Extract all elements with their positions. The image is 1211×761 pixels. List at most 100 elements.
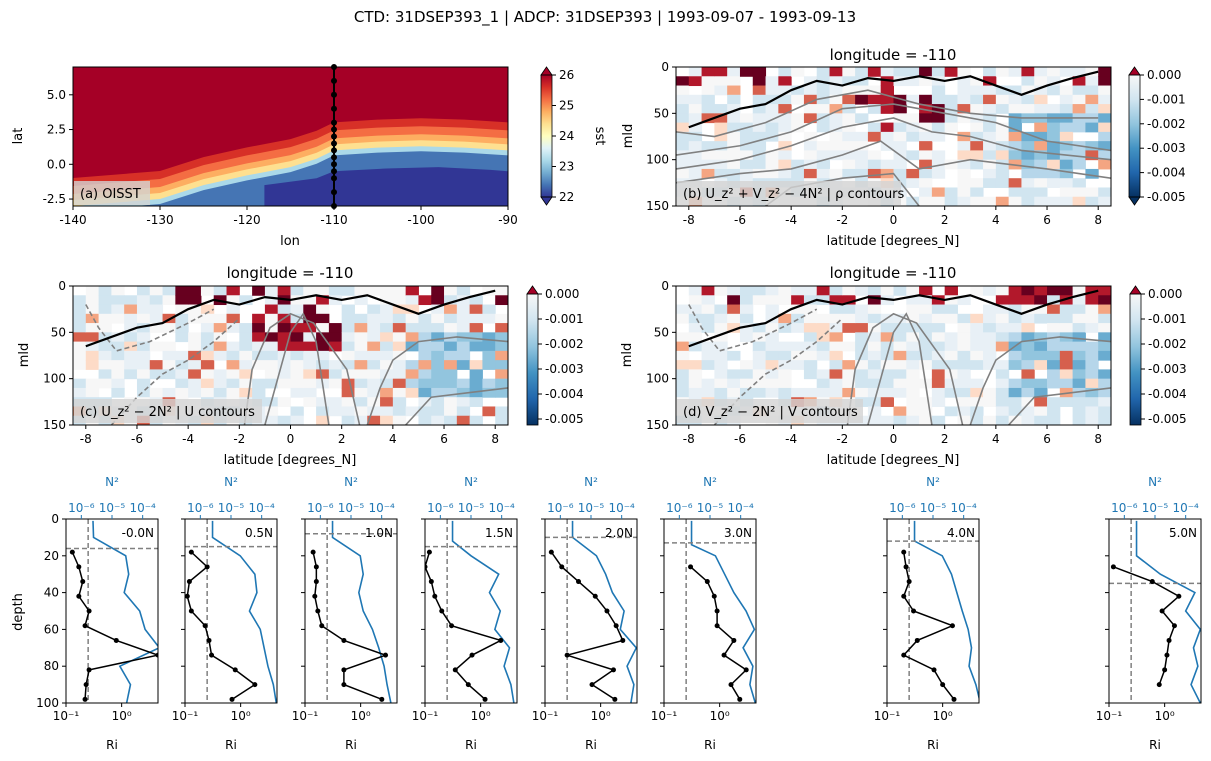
- heatmap-cell: [855, 369, 869, 380]
- y-tick-label: 100: [43, 372, 66, 386]
- heatmap-cell: [816, 387, 831, 398]
- heatmap-cell: [995, 341, 1010, 352]
- heatmap-cell: [1098, 415, 1111, 425]
- y-tick-label: 150: [43, 418, 66, 432]
- y-tick-label: 0.0: [47, 157, 66, 171]
- heatmap-cell: [944, 67, 958, 77]
- heatmap-cell: [893, 131, 907, 142]
- heatmap-cell: [906, 341, 920, 352]
- heatmap-cell: [1098, 141, 1111, 151]
- ri-tick-label: 10⁻¹: [532, 709, 559, 723]
- depth-tick-label: 60: [44, 622, 59, 636]
- heatmap-cell: [290, 378, 304, 389]
- contour-line: [676, 103, 1111, 156]
- profile-frame: [1108, 518, 1202, 704]
- ri-point: [914, 637, 920, 643]
- heatmap-cell: [469, 323, 483, 333]
- heatmap-cell: [931, 187, 946, 198]
- colorbar-tick-label: 23: [559, 160, 574, 174]
- heatmap-cell: [1034, 313, 1048, 324]
- ri-tick-label: 10⁰: [231, 709, 251, 723]
- n2-tick-label: 10⁻⁴: [727, 501, 754, 515]
- heatmap-cell: [739, 378, 754, 389]
- ri-point: [439, 608, 445, 614]
- heatmap-cell: [1047, 159, 1061, 170]
- heatmap-cell: [341, 313, 355, 324]
- heatmap-cell: [1059, 122, 1074, 133]
- heatmap-cell: [1034, 67, 1048, 77]
- heatmap-cell: [328, 286, 343, 296]
- heatmap-cell: [73, 295, 87, 306]
- profile-plot-area: [66, 519, 158, 703]
- panel-d-ylabel: mld: [620, 343, 635, 368]
- heatmap-cell: [983, 304, 997, 315]
- heatmap-cell: [688, 332, 703, 343]
- heatmap-cell: [1059, 369, 1074, 380]
- colorbar-tick-label: -0.005: [1148, 412, 1187, 426]
- ri-tick-label: 10⁰: [351, 709, 371, 723]
- y-tick-label: 5.0: [47, 88, 66, 102]
- heatmap-cell: [367, 406, 381, 417]
- n2-tick-label: 10⁻⁶: [1111, 501, 1138, 515]
- heatmap-cell: [1021, 131, 1035, 142]
- heatmap-cell: [392, 397, 407, 407]
- ri-point: [737, 696, 743, 702]
- ri-point: [449, 623, 455, 629]
- ri-axis-label: Ri: [927, 738, 939, 752]
- heatmap-cell: [791, 159, 805, 170]
- heatmap-cell: [1021, 415, 1035, 425]
- heatmap-cell: [1021, 323, 1035, 333]
- ri-tick-label: 10⁻¹: [172, 709, 199, 723]
- heatmap-cell: [701, 85, 715, 96]
- heatmap-cell: [778, 286, 792, 296]
- heatmap-cell: [983, 332, 997, 343]
- heatmap-cell: [124, 350, 138, 361]
- heatmap-cell: [328, 332, 343, 343]
- panel-c-title: longitude = -110: [227, 264, 354, 282]
- heatmap-cell: [829, 150, 843, 161]
- heatmap-cell: [1085, 286, 1099, 296]
- contour-line: [405, 387, 508, 425]
- heatmap-cell: [842, 94, 856, 105]
- heatmap-cell: [469, 295, 483, 306]
- ri-profile-line: [902, 552, 955, 700]
- heatmap-cell: [867, 168, 882, 179]
- colorbar-tick-label: -0.001: [545, 312, 584, 326]
- heatmap-cell: [829, 94, 843, 105]
- heatmap-cell: [727, 104, 741, 114]
- heatmap-cell: [1021, 341, 1035, 352]
- heatmap-cell: [880, 341, 894, 352]
- ri-axis-label: Ri: [345, 738, 357, 752]
- heatmap-cell: [970, 122, 984, 133]
- heatmap-cell: [970, 360, 984, 370]
- heatmap-cell: [1008, 178, 1022, 188]
- heatmap-cell: [188, 387, 202, 398]
- y-tick-label: 0: [58, 279, 66, 293]
- heatmap-cell: [1059, 378, 1074, 389]
- heatmap-cell: [73, 313, 87, 324]
- heatmap-cell: [1072, 286, 1086, 296]
- heatmap-cell: [855, 94, 869, 105]
- heatmap-cell: [1072, 341, 1086, 352]
- heatmap-cell: [392, 415, 407, 425]
- panel-b-field: [676, 67, 1111, 206]
- heatmap-cell: [495, 295, 508, 306]
- y-tick-label: 0: [661, 60, 669, 74]
- n2-axis-label: N²: [464, 475, 478, 489]
- heatmap-cell: [239, 341, 253, 352]
- heatmap-cell: [1034, 397, 1048, 407]
- ri-point: [80, 579, 86, 585]
- colorbar-tick-label: -0.004: [545, 387, 584, 401]
- heatmap-cell: [842, 304, 856, 315]
- heatmap-cell: [957, 76, 971, 87]
- heatmap-cell: [893, 406, 907, 417]
- heatmap-cell: [367, 369, 381, 380]
- heatmap-cell: [727, 350, 741, 361]
- heatmap-cell: [855, 387, 869, 398]
- heatmap-cell: [983, 85, 997, 96]
- heatmap-cell: [995, 295, 1010, 306]
- profile-latitude-label: 1.5N: [485, 526, 513, 540]
- heatmap-cell: [495, 369, 508, 380]
- colorbar-tick-label: 22: [559, 190, 574, 204]
- colorbar-tick-label: -0.003: [545, 362, 584, 376]
